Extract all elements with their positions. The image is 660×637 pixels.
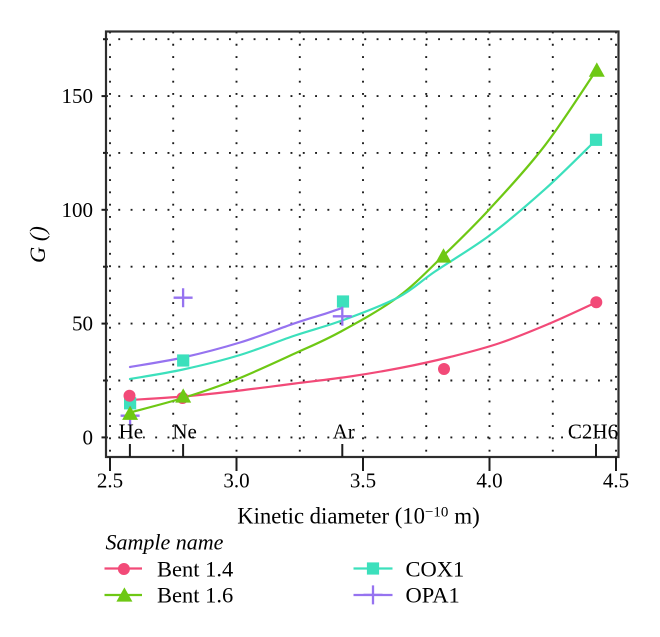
svg-text:3.0: 3.0 <box>223 469 249 493</box>
svg-text:COX1: COX1 <box>406 557 465 582</box>
svg-text:Ar: Ar <box>333 420 355 444</box>
svg-text:3.5: 3.5 <box>350 469 376 493</box>
svg-text:100: 100 <box>62 198 94 222</box>
svg-text:Ne: Ne <box>172 420 197 444</box>
svg-text:4.5: 4.5 <box>603 469 629 493</box>
svg-text:OPA1: OPA1 <box>406 583 460 608</box>
svg-text:He: He <box>119 420 144 444</box>
svg-text:2.5: 2.5 <box>97 469 123 493</box>
svg-text:4.0: 4.0 <box>476 469 502 493</box>
svg-text:Bent 1.6: Bent 1.6 <box>157 583 233 608</box>
svg-text:G (): G () <box>25 226 50 263</box>
svg-text:C2H6: C2H6 <box>568 420 618 444</box>
svg-text:Bent 1.4: Bent 1.4 <box>157 557 233 582</box>
svg-text:0: 0 <box>83 425 94 449</box>
svg-text:150: 150 <box>62 84 94 108</box>
svg-text:50: 50 <box>72 312 93 336</box>
svg-text:Sample name: Sample name <box>106 530 224 555</box>
